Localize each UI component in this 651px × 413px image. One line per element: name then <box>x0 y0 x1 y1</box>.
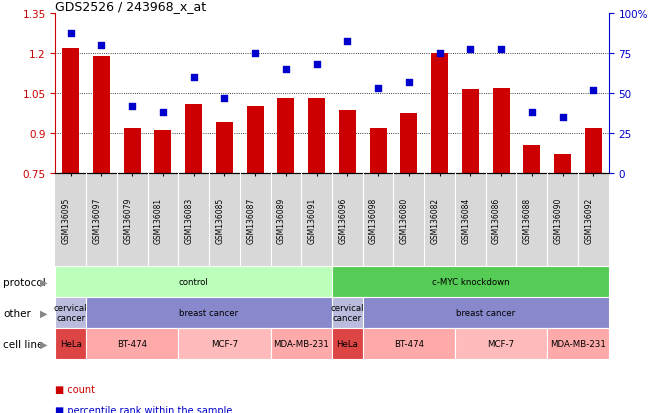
Text: MDA-MB-231: MDA-MB-231 <box>550 339 606 348</box>
Point <box>311 62 322 69</box>
Point <box>219 95 230 102</box>
Text: GSM136086: GSM136086 <box>492 197 501 243</box>
Bar <box>554 155 571 173</box>
Point <box>527 110 537 116</box>
Point <box>250 51 260 57</box>
Text: BT-474: BT-474 <box>117 339 147 348</box>
Text: ■ count: ■ count <box>55 384 95 394</box>
Text: ■ percentile rank within the sample: ■ percentile rank within the sample <box>55 405 232 413</box>
Bar <box>277 99 294 173</box>
Text: MDA-MB-231: MDA-MB-231 <box>273 339 329 348</box>
Text: breast cancer: breast cancer <box>456 309 516 317</box>
Point <box>189 75 199 81</box>
Point <box>96 43 107 50</box>
Point <box>434 51 445 57</box>
Text: c-MYC knockdown: c-MYC knockdown <box>432 278 509 286</box>
Point <box>342 38 353 45</box>
Text: other: other <box>3 308 31 318</box>
Text: BT-474: BT-474 <box>394 339 424 348</box>
Text: ▶: ▶ <box>40 277 48 287</box>
Text: GSM136089: GSM136089 <box>277 197 286 243</box>
Text: GSM136079: GSM136079 <box>123 197 132 243</box>
Bar <box>93 57 110 173</box>
Text: ▶: ▶ <box>40 339 48 349</box>
Text: ▶: ▶ <box>40 308 48 318</box>
Bar <box>216 123 233 173</box>
Text: GSM136087: GSM136087 <box>246 197 255 243</box>
Bar <box>62 49 79 173</box>
Text: GDS2526 / 243968_x_at: GDS2526 / 243968_x_at <box>55 0 206 13</box>
Text: GSM136081: GSM136081 <box>154 197 163 243</box>
Text: protocol: protocol <box>3 277 46 287</box>
Point <box>588 88 598 94</box>
Point <box>66 30 76 37</box>
Text: breast cancer: breast cancer <box>180 309 239 317</box>
Bar <box>523 146 540 173</box>
Text: GSM136083: GSM136083 <box>185 197 194 243</box>
Text: MCF-7: MCF-7 <box>488 339 515 348</box>
Text: GSM136088: GSM136088 <box>523 197 532 243</box>
Text: GSM136080: GSM136080 <box>400 197 409 243</box>
Point <box>465 46 475 53</box>
Bar <box>124 128 141 173</box>
Text: GSM136092: GSM136092 <box>585 197 593 243</box>
Text: GSM136082: GSM136082 <box>430 197 439 243</box>
Text: GSM136085: GSM136085 <box>215 197 225 243</box>
Text: MCF-7: MCF-7 <box>211 339 238 348</box>
Text: cervical
cancer: cervical cancer <box>331 303 364 323</box>
Point <box>557 114 568 121</box>
Point <box>281 67 291 74</box>
Text: control: control <box>179 278 208 286</box>
Text: cell line: cell line <box>3 339 44 349</box>
Point <box>404 80 414 86</box>
Bar <box>370 128 387 173</box>
Point <box>496 46 506 53</box>
Bar <box>154 131 171 173</box>
Bar <box>462 90 478 173</box>
Point <box>373 86 383 93</box>
Bar <box>308 99 325 173</box>
Text: GSM136084: GSM136084 <box>462 197 470 243</box>
Bar <box>585 128 602 173</box>
Text: GSM136097: GSM136097 <box>92 197 102 243</box>
Bar <box>247 107 264 173</box>
Text: GSM136091: GSM136091 <box>308 197 316 243</box>
Bar <box>339 111 356 173</box>
Text: cervical
cancer: cervical cancer <box>54 303 87 323</box>
Text: GSM136095: GSM136095 <box>62 197 71 243</box>
Text: GSM136090: GSM136090 <box>553 197 562 243</box>
Text: HeLa: HeLa <box>337 339 358 348</box>
Bar <box>186 104 202 173</box>
Bar <box>431 54 448 173</box>
Point <box>127 103 137 110</box>
Point <box>158 110 168 116</box>
Text: HeLa: HeLa <box>60 339 81 348</box>
Bar <box>400 114 417 173</box>
Text: GSM136098: GSM136098 <box>369 197 378 243</box>
Bar <box>493 89 510 173</box>
Text: GSM136096: GSM136096 <box>339 197 348 243</box>
